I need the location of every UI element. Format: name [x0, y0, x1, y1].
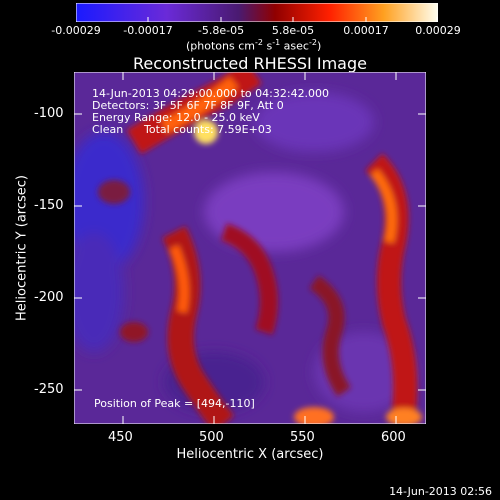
x-tick-label: 450	[108, 430, 133, 445]
annotation-time-range: 14-Jun-2013 04:29:00.000 to 04:32:42.000	[92, 87, 330, 100]
colorbar-tick: 0.00029	[415, 24, 461, 37]
colorbar-tick: -5.8e-05	[197, 24, 245, 37]
colorbar-tick: 0.00017	[343, 24, 389, 37]
annotation-total-counts: Total counts: 7.59E+03	[144, 123, 272, 136]
annotation-peak-position: Position of Peak = [494,-110]	[94, 397, 255, 410]
colorbar-tick: 5.8e-05	[271, 24, 315, 37]
y-tick-label: -150	[34, 198, 64, 213]
x-tick-label: 600	[381, 430, 406, 445]
y-tick-label: -250	[34, 382, 64, 397]
rhessi-image	[74, 72, 426, 424]
annotation-detectors: Detectors: 3F 5F 6F 7F 8F 9F, Att 0	[92, 99, 284, 112]
x-tick-label: 550	[290, 430, 315, 445]
x-axis-label: Heliocentric X (arcsec)	[176, 447, 324, 462]
x-tick-label: 500	[199, 430, 224, 445]
colorbar-tick: -0.00017	[123, 24, 173, 37]
colorbar-unit-label: (photons cm-2 s-1 asec-2)	[186, 38, 322, 53]
image-title: Reconstructed RHESSI Image	[133, 54, 367, 73]
annotation-energy-range: Energy Range: 12.0 - 25.0 keV	[92, 111, 260, 124]
y-tick-label: -100	[34, 106, 64, 121]
annotation-clean: Clean	[92, 123, 124, 136]
colorbar-tick: -0.00029	[51, 24, 101, 37]
colorbar	[76, 3, 438, 22]
y-tick-label: -200	[34, 290, 64, 305]
timestamp: 14-Jun-2013 02:56	[389, 485, 492, 498]
y-axis-label: Heliocentric Y (arcsec)	[14, 175, 30, 321]
